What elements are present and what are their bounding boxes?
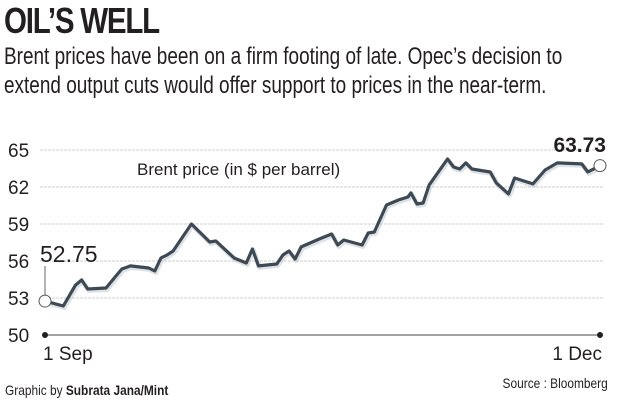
x-axis-tick-labels: 1 Sep 1 Dec <box>43 344 602 365</box>
y-tick-label: 56 <box>8 252 29 273</box>
start-value-label: 52.75 <box>40 241 98 267</box>
chart-title: OIL’S WELL <box>4 0 160 41</box>
x-tick-label: 1 Dec <box>552 344 602 365</box>
series-brent <box>38 157 607 310</box>
credit-prefix: Graphic by <box>5 382 66 398</box>
credit-name: Subrata Jana/Mint <box>65 382 169 398</box>
gridlines <box>40 149 603 299</box>
x-axis-end-dot <box>597 332 603 338</box>
y-axis-tick-labels: 50 53 56 59 62 65 <box>8 141 29 347</box>
series-shadow <box>45 158 603 310</box>
series-label: Brent price (in $ per barrel) <box>137 160 340 179</box>
y-tick-label: 53 <box>8 289 29 310</box>
y-tick-label: 62 <box>8 178 29 199</box>
chart-subtitle: Brent prices have been on a firm footing… <box>4 43 563 99</box>
y-tick-label: 59 <box>8 215 29 236</box>
x-tick-label: 1 Sep <box>43 344 93 365</box>
series-line <box>44 157 601 308</box>
end-value-label: 63.73 <box>553 134 606 157</box>
y-tick-label: 50 <box>8 326 29 347</box>
graphic-credit: Graphic by Subrata Jana/Mint <box>5 382 168 398</box>
y-tick-label: 65 <box>8 141 29 162</box>
end-point-marker <box>593 159 607 173</box>
source-note: Source : Bloomberg <box>502 375 608 391</box>
x-axis-start-dot <box>42 332 48 338</box>
start-point-marker <box>38 294 52 308</box>
